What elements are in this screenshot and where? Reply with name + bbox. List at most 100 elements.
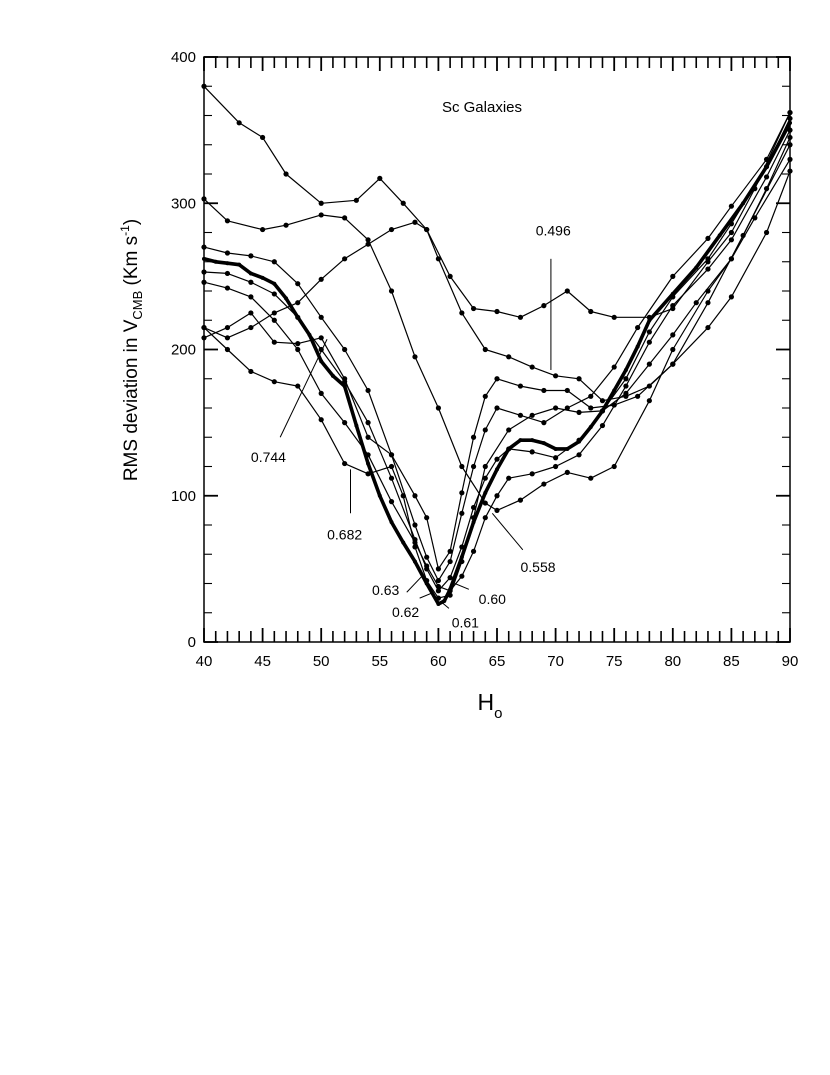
annotation-label: 0.496 <box>536 222 571 238</box>
data-point <box>459 573 465 579</box>
annotation-label: 0.63 <box>372 582 399 598</box>
data-point <box>564 387 570 394</box>
data-point <box>447 548 453 554</box>
data-point <box>342 346 348 353</box>
data-point <box>482 393 488 399</box>
data-point <box>412 219 418 225</box>
data-point <box>459 490 465 496</box>
data-point <box>401 540 406 545</box>
data-point <box>635 393 641 399</box>
data-point <box>342 460 348 467</box>
data-point <box>670 361 676 367</box>
data-point <box>646 339 652 345</box>
y-axis-label-unit-sup: -1 <box>118 225 132 236</box>
data-point <box>435 588 441 594</box>
data-point <box>319 359 324 364</box>
x-tick-label: 75 <box>606 653 623 670</box>
annotation-label: 0.682 <box>327 527 362 543</box>
data-point <box>763 229 770 236</box>
data-point <box>564 405 570 411</box>
annotation-label: 0.61 <box>452 614 479 630</box>
x-tick-label: 70 <box>547 653 564 670</box>
x-axis-label: Ho <box>478 689 503 722</box>
data-point <box>459 510 465 516</box>
data-point <box>318 212 324 218</box>
data-point <box>470 515 477 521</box>
data-point <box>763 174 770 180</box>
y-tick-label: 400 <box>171 49 196 66</box>
data-point <box>412 559 417 564</box>
data-point <box>763 156 770 162</box>
data-point <box>224 285 231 291</box>
y-tick-label: 0 <box>188 634 196 651</box>
data-point <box>728 221 735 227</box>
data-point <box>424 226 430 233</box>
data-point <box>517 383 524 389</box>
data-point <box>495 467 499 472</box>
data-point <box>318 390 324 396</box>
data-point <box>448 587 453 592</box>
data-point <box>623 393 629 399</box>
data-point <box>494 456 500 462</box>
data-point <box>623 383 629 389</box>
data-point <box>295 300 301 306</box>
annotation-leader <box>279 339 328 438</box>
data-point <box>388 463 395 470</box>
data-point <box>318 417 324 423</box>
annotation-leader <box>419 591 434 599</box>
data-point <box>494 405 500 411</box>
data-point <box>470 305 477 312</box>
data-point <box>412 522 418 528</box>
data-point <box>389 520 394 525</box>
data-point <box>283 171 289 177</box>
data-point <box>483 490 488 495</box>
data-point <box>740 232 746 239</box>
data-point <box>459 558 465 565</box>
data-point <box>564 469 570 475</box>
data-point <box>612 388 617 393</box>
data-point <box>541 441 546 446</box>
y-axis-label-unit-open: (Km s <box>121 236 142 291</box>
data-point <box>541 387 547 394</box>
data-point <box>236 120 242 126</box>
data-point <box>435 566 441 572</box>
data-point <box>564 288 570 294</box>
data-point <box>400 493 406 499</box>
data-point <box>670 332 676 338</box>
data-point <box>506 427 512 433</box>
x-axis-label-sub: o <box>494 705 502 722</box>
y-tick-label: 200 <box>171 342 196 359</box>
data-point <box>553 373 559 379</box>
annotation-label: 0.62 <box>392 604 419 620</box>
data-point <box>213 259 218 264</box>
data-point <box>494 308 500 315</box>
x-tick-label: 60 <box>430 653 447 670</box>
data-point <box>271 317 277 323</box>
data-point <box>646 398 652 404</box>
data-point <box>435 595 441 601</box>
series-line <box>203 111 791 582</box>
data-point <box>442 599 447 604</box>
data-point <box>705 266 711 272</box>
data-point <box>295 341 301 347</box>
x-tick-label: 50 <box>313 653 330 670</box>
data-point <box>436 601 441 606</box>
data-point <box>541 481 547 487</box>
data-point <box>260 134 266 141</box>
data-point <box>728 294 735 300</box>
data-point <box>342 376 348 382</box>
data-point <box>388 452 395 458</box>
data-point <box>271 259 277 265</box>
x-tick-label: 55 <box>371 653 388 670</box>
data-point <box>529 449 535 455</box>
data-point <box>459 463 465 470</box>
data-point <box>283 222 289 228</box>
series-line <box>203 85 791 318</box>
data-point <box>353 197 359 203</box>
chart-title: Sc Galaxies <box>442 99 522 116</box>
x-tick-label: 65 <box>489 653 506 670</box>
data-point <box>224 324 231 331</box>
data-point <box>553 446 558 451</box>
data-point <box>400 200 406 206</box>
data-point <box>611 463 617 470</box>
